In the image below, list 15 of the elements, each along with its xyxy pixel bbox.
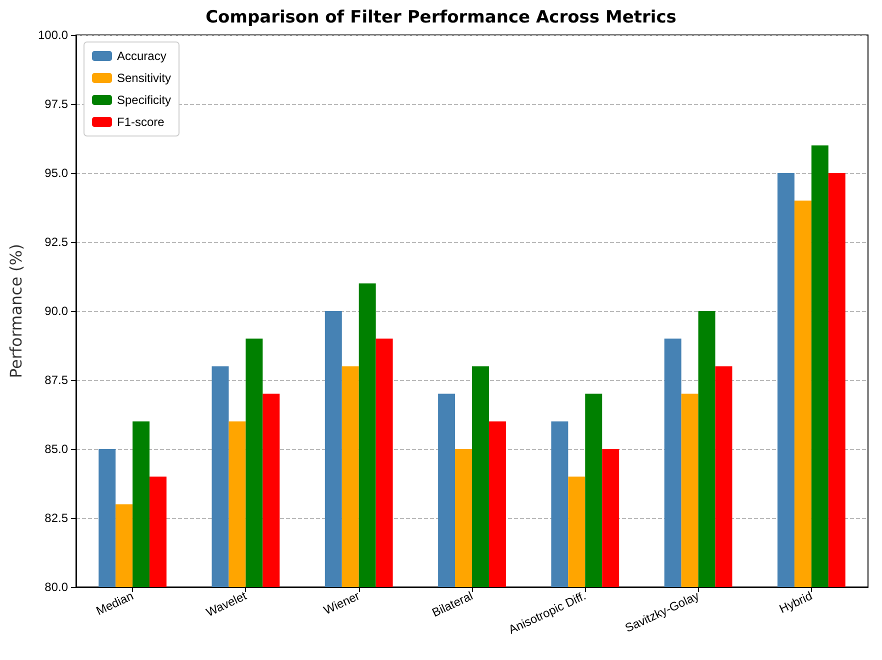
legend-label: Accuracy xyxy=(117,49,166,63)
y-tick-label: 82.5 xyxy=(44,511,68,525)
legend-label: F1-score xyxy=(117,115,165,129)
y-tick-label: 97.5 xyxy=(44,97,68,111)
y-tick-label: 85.0 xyxy=(44,442,68,456)
y-tick-label: 80.0 xyxy=(44,580,68,594)
y-tick-label: 92.5 xyxy=(44,235,68,249)
chart-title: Comparison of Filter Performance Across Metrics xyxy=(206,8,676,28)
y-axis-title: Performance (%) xyxy=(6,244,26,378)
legend-label: Sensitivity xyxy=(117,71,172,85)
y-tick-label: 95.0 xyxy=(44,166,68,180)
y-tick-label: 90.0 xyxy=(44,304,68,318)
y-tick-label: 87.5 xyxy=(44,373,68,387)
legend-label: Specificity xyxy=(117,93,172,107)
y-tick-label: 100.0 xyxy=(38,28,68,42)
